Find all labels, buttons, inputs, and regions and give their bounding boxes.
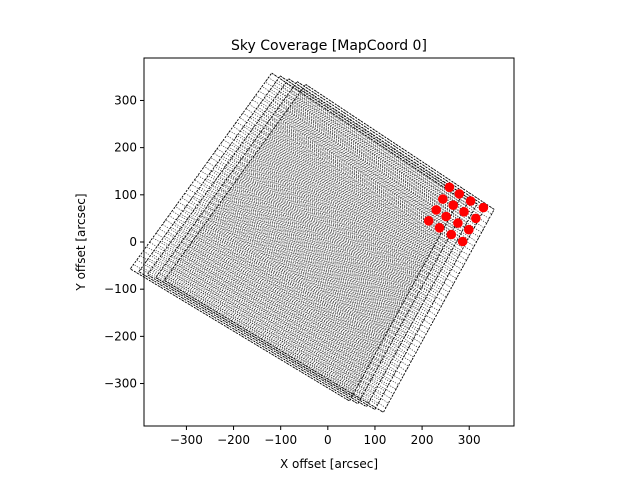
x-tick-label: −200 <box>217 433 250 447</box>
data-point <box>444 182 455 193</box>
y-tick-label: 200 <box>114 141 137 155</box>
detector-points-layer <box>423 182 489 247</box>
data-point <box>457 236 468 247</box>
scan-trace-layer <box>129 72 495 413</box>
data-point <box>441 211 451 222</box>
scan-trace <box>155 81 487 410</box>
data-point <box>446 229 457 240</box>
y-tick-label: 100 <box>114 188 137 202</box>
scan-footprint-outline <box>146 78 478 408</box>
data-point <box>434 223 445 233</box>
scan-trace <box>163 84 495 413</box>
y-tick-label: −300 <box>104 377 137 391</box>
x-axis-label: X offset [arcsec] <box>280 457 378 471</box>
scan-footprint-outline <box>138 75 470 405</box>
y-tick-label: −200 <box>104 329 137 343</box>
chart-title: Sky Coverage [MapCoord 0] <box>231 38 427 54</box>
y-tick-label: −100 <box>104 282 137 296</box>
scan-footprint-outline <box>155 80 487 411</box>
data-point <box>478 202 489 213</box>
data-point <box>453 218 463 228</box>
x-tick-label: 0 <box>324 433 332 447</box>
data-point <box>459 207 469 217</box>
data-point <box>454 189 465 199</box>
scan-trace <box>146 78 478 407</box>
scan-trace <box>129 72 461 402</box>
data-point <box>471 213 481 224</box>
x-tick-label: −300 <box>170 433 203 447</box>
y-tick-label: 300 <box>114 93 137 107</box>
data-point <box>438 194 448 204</box>
data-point <box>464 224 474 235</box>
scan-footprint-outline <box>163 83 495 413</box>
data-point <box>431 205 442 215</box>
y-axis-ticks: −300 −200 −100 0 100 200 300 <box>104 93 144 391</box>
data-point <box>465 196 476 206</box>
scan-trace <box>138 75 470 405</box>
x-tick-label: −100 <box>264 433 297 447</box>
scan-footprint-outline <box>129 72 461 402</box>
data-point <box>423 216 434 226</box>
data-point <box>448 200 459 210</box>
y-tick-label: 0 <box>129 235 137 249</box>
x-tick-label: 300 <box>458 433 481 447</box>
x-axis-ticks: −300 −200 −100 0 100 200 300 <box>170 426 481 447</box>
y-axis-label: Y offset [arcsec] <box>74 193 88 291</box>
x-tick-label: 200 <box>411 433 434 447</box>
x-tick-label: 100 <box>364 433 387 447</box>
